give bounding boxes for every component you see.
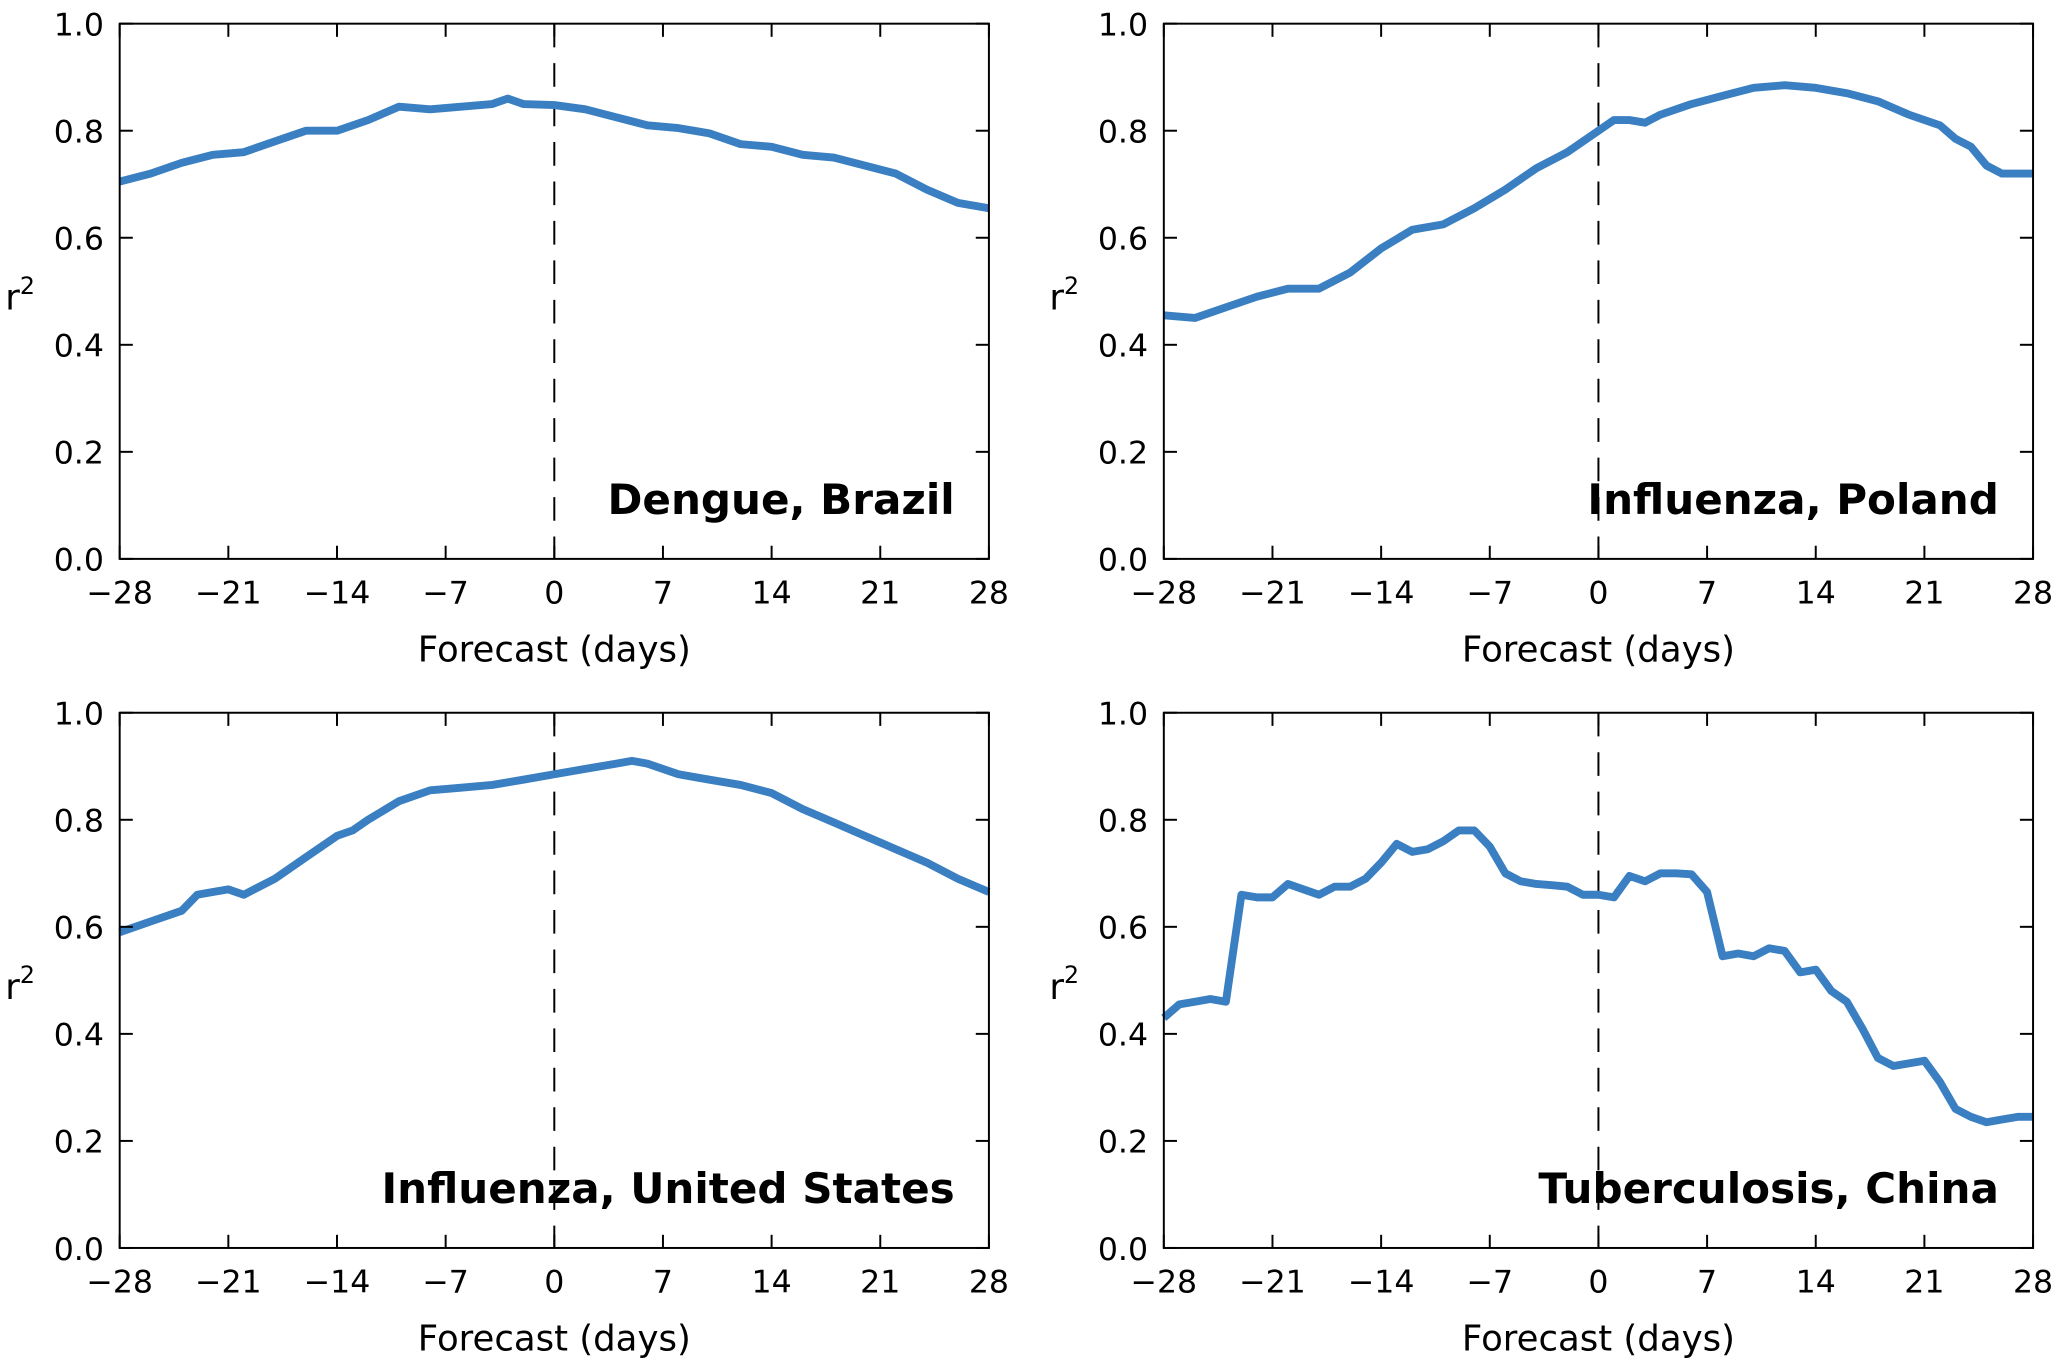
x-tick-label: 0 [544,1265,564,1301]
x-tick-label: 14 [752,1265,792,1301]
y-axis-label: r2 [1049,961,1079,1008]
y-axis-label-superscript: 2 [20,961,35,989]
x-tick-label: 0 [1588,1265,1608,1301]
x-axis-label: Forecast (days) [418,1319,691,1360]
chart-panel: −28 −21 −14 −7 0 7 14 21 28 0.0 0.2 0.4 0.6 0.8 1.0 For… [1049,8,2053,671]
x-tick-label: 21 [860,1265,900,1301]
x-axis-label: Forecast (days) [1462,629,1735,670]
x-tick-label: −28 [1131,1265,1198,1301]
x-tick-label: −7 [422,1265,469,1301]
series-line [118,94,990,213]
x-tick-label: 14 [1796,576,1836,612]
x-tick-label: −14 [304,1265,371,1301]
y-tick-label: 0.6 [54,911,104,947]
x-tick-label: −7 [1467,1265,1514,1301]
y-tick-label: 0.4 [1098,329,1148,365]
x-tick-label: 21 [1904,1265,1944,1301]
y-tick-label: 0.0 [1098,543,1148,579]
x-tick-label: −21 [1239,576,1306,612]
x-tick-label: 28 [969,1265,1009,1301]
x-tick-label: −14 [1348,576,1415,612]
panel-annotation: Influenza, Poland [1587,475,1998,524]
chart-panel: −28 −21 −14 −7 0 7 14 21 28 0.0 0.2 0.4 0.6 0.8 1.0 For… [5,8,1009,671]
x-tick-label: 21 [1904,576,1944,612]
x-tick-label: 7 [1697,576,1717,612]
y-tick-label: 0.8 [54,804,104,840]
panel-annotation: Influenza, United States [381,1164,954,1213]
x-tick-label: −28 [86,576,153,612]
x-tick-label: 7 [653,576,673,612]
x-tick-label: 0 [1588,576,1608,612]
x-tick-label: 28 [2013,576,2053,612]
x-tick-label: −28 [1131,576,1198,612]
y-tick-label: 0.2 [54,436,104,472]
y-tick-label: 0.8 [1098,115,1148,151]
panel-annotation: Dengue, Brazil [607,475,954,524]
x-tick-label: 14 [752,576,792,612]
y-axis-label: r2 [5,961,35,1008]
y-tick-label: 0.4 [1098,1018,1148,1054]
panel-annotation: Tuberculosis, China [1538,1164,1998,1213]
x-tick-label: −7 [1467,576,1514,612]
x-tick-label: −14 [1348,1265,1415,1301]
y-tick-label: 0.0 [1098,1232,1148,1268]
y-tick-label: 0.6 [1098,911,1148,947]
x-tick-label: −21 [195,576,262,612]
series-line [1161,826,2034,1127]
y-axis-label-superscript: 2 [20,272,35,300]
x-tick-label: 7 [1697,1265,1717,1301]
y-tick-label: 1.0 [1098,697,1148,733]
y-tick-label: 0.0 [54,543,104,579]
y-tick-label: 0.2 [54,1125,104,1161]
y-tick-label: 0.0 [54,1232,104,1268]
y-tick-label: 0.6 [1098,222,1148,258]
x-tick-label: −14 [304,576,371,612]
series-line [118,756,991,936]
y-tick-label: 0.2 [1098,1125,1148,1161]
y-axis-label-superscript: 2 [1064,961,1079,989]
x-tick-label: 14 [1796,1265,1836,1301]
y-axis-label-superscript: 2 [1064,272,1079,300]
x-tick-label: 21 [860,576,900,612]
x-tick-label: −28 [86,1265,153,1301]
x-axis-label: Forecast (days) [1462,1319,1735,1360]
y-tick-label: 1.0 [1098,8,1148,44]
x-tick-label: 7 [653,1265,673,1301]
x-tick-label: 28 [969,576,1009,612]
x-tick-label: −21 [195,1265,262,1301]
y-tick-label: 1.0 [54,8,104,44]
x-tick-label: −7 [422,576,469,612]
y-tick-label: 0.4 [54,329,104,365]
x-tick-label: 0 [544,576,564,612]
y-tick-label: 0.2 [1098,436,1148,472]
y-tick-label: 0.8 [1098,804,1148,840]
series-line [1163,81,2034,322]
y-axis-label: r2 [1049,272,1079,319]
x-axis-label: Forecast (days) [418,629,691,670]
chart-panel: −28 −21 −14 −7 0 7 14 21 28 0.0 0.2 0.4 0.6 0.8 1.0 For… [1049,697,2053,1360]
y-tick-label: 0.6 [54,222,104,258]
y-tick-label: 1.0 [54,697,104,733]
y-axis-label: r2 [5,272,35,319]
x-tick-label: −21 [1239,1265,1306,1301]
chart-panel: −28 −21 −14 −7 0 7 14 21 28 0.0 0.2 0.4 0.6 0.8 1.0 For… [5,697,1009,1360]
y-tick-label: 0.4 [54,1018,104,1054]
x-tick-label: 28 [2013,1265,2053,1301]
y-tick-label: 0.8 [54,115,104,151]
